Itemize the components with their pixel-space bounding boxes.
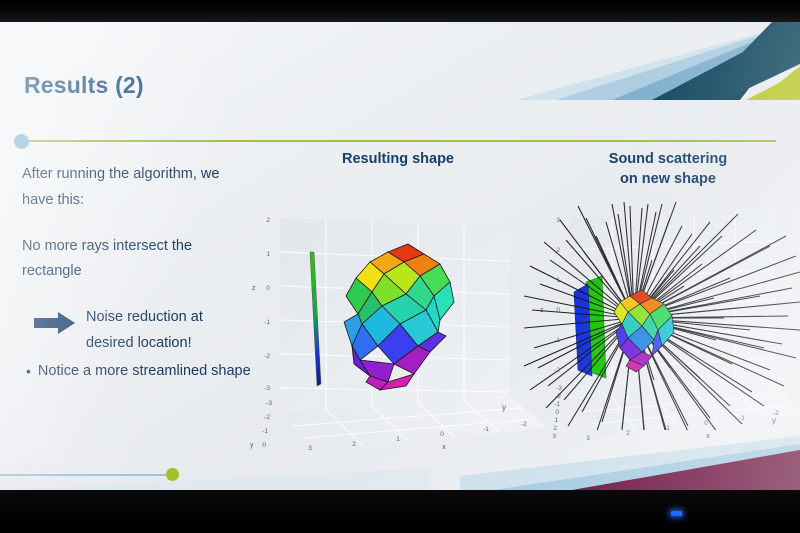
arrow-callout: Noise reduction at desired location! [34,305,254,357]
svg-text:-1: -1 [554,401,560,408]
svg-text:-1: -1 [262,428,268,435]
svg-text:3: 3 [556,217,560,224]
chart2-title-line1: Sound scattering [608,151,728,167]
svg-text:1: 1 [396,436,400,443]
svg-text:-2: -2 [555,393,561,400]
svg-text:0: 0 [440,431,444,438]
svg-text:2: 2 [352,441,356,448]
right-arrow-icon [34,311,76,345]
power-led-icon [671,511,682,516]
title-divider-dot-icon [14,134,29,149]
chart2-y-axis-label: y [772,416,776,425]
svg-text:-2: -2 [264,414,270,421]
chart-title-resulting-shape: Resulting shape [342,151,454,167]
svg-text:2: 2 [266,217,270,224]
svg-text:z: z [540,307,544,314]
svg-text:-2: -2 [554,367,560,374]
decoration-bottom-left [0,462,430,490]
svg-text:2: 2 [556,247,560,254]
chart-resulting-shape: 2 1 0 -1 -2 -3 z -3 -2 -1 0 y 3 2 1 0 -1… [248,200,548,452]
svg-text:-1: -1 [483,426,489,433]
svg-text:0: 0 [704,420,708,427]
svg-text:0: 0 [556,307,560,314]
chart1-y-axis-label: y [502,403,506,412]
chart-title-sound-scattering: Sound scattering on new shape [578,150,758,189]
svg-text:-2: -2 [264,353,270,360]
slide-body-text: After running the algorithm, we have thi… [22,162,254,385]
display-bezel-bottom [0,490,800,533]
list-item: • Notice a more streamlined shape [26,359,254,385]
svg-text:x: x [442,444,446,450]
svg-text:2: 2 [626,430,630,437]
svg-text:z: z [252,285,256,292]
svg-text:x: x [706,433,710,440]
arrow-callout-label: Noise reduction at desired location! [86,309,203,351]
page-title: Results (2) [24,72,144,98]
svg-text:0: 0 [262,442,266,449]
intro-paragraph: After running the algorithm, we have thi… [22,166,220,208]
bullet-dot-icon: • [26,362,31,379]
footer-accent-line [0,474,174,476]
chart2-title-line2: on new shape [620,170,716,187]
statement-paragraph: No more rays intersect the rectangle [22,237,193,280]
svg-text:y: y [250,442,254,449]
decoration-top-right [500,22,800,100]
svg-text:-3: -3 [264,385,270,392]
svg-text:1: 1 [266,251,270,258]
svg-text:-1: -1 [739,415,745,422]
svg-text:1: 1 [556,277,560,284]
footer-accent-dot-icon [166,468,179,481]
title-divider-line [24,140,776,142]
svg-text:-3: -3 [556,385,562,392]
chart-sound-scattering: 3 2 1 0 -1 -2 z -3 -2 -1 0 1 2 3 3 2 1 0… [524,200,800,450]
display-bezel-top [0,0,800,22]
svg-text:-3: -3 [266,400,272,407]
list-item-label: Notice a more streamlined shape [37,362,251,379]
svg-text:-1: -1 [554,337,560,344]
presentation-slide: Results (2) After running the algorithm,… [0,22,800,490]
svg-text:0: 0 [555,409,559,416]
svg-text:1: 1 [666,425,670,432]
svg-text:3: 3 [586,435,590,442]
svg-text:3: 3 [308,445,312,450]
svg-text:-1: -1 [264,319,270,326]
svg-text:3: 3 [552,433,556,440]
svg-text:1: 1 [554,417,558,424]
svg-text:0: 0 [266,285,270,292]
svg-text:2: 2 [553,425,557,432]
